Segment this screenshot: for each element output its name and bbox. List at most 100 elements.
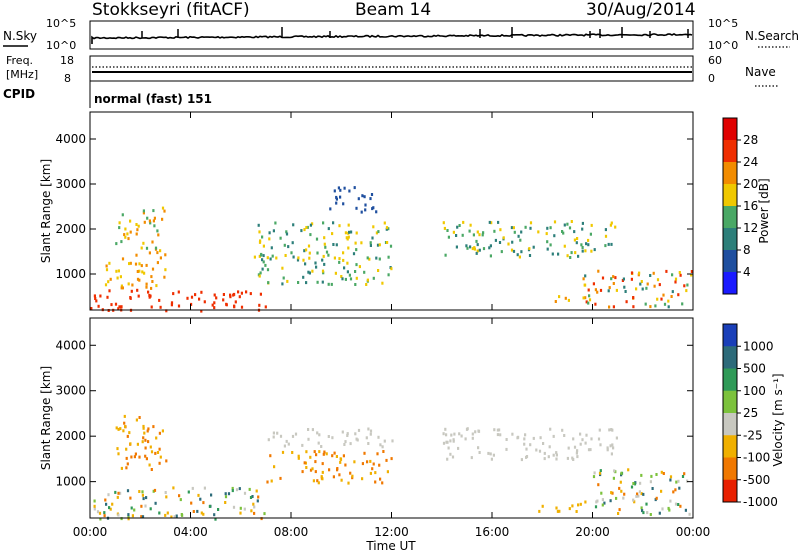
data-cell bbox=[610, 491, 613, 495]
data-cell bbox=[276, 431, 279, 435]
data-cell bbox=[322, 452, 325, 456]
data-cell bbox=[576, 449, 579, 453]
beam-title: Beam 14 bbox=[355, 0, 431, 20]
data-cell bbox=[520, 458, 523, 462]
data-cell bbox=[141, 515, 145, 519]
data-cell bbox=[303, 249, 306, 253]
data-cell bbox=[98, 511, 102, 515]
colorbar-tick-label: 16 bbox=[743, 199, 758, 213]
data-cell bbox=[308, 271, 311, 275]
data-cell bbox=[387, 273, 390, 277]
data-cell bbox=[645, 286, 648, 290]
data-cell bbox=[118, 305, 121, 309]
data-cell bbox=[200, 309, 203, 313]
data-cell bbox=[97, 304, 100, 308]
data-cell bbox=[498, 241, 502, 244]
data-cell bbox=[128, 431, 131, 435]
data-cell bbox=[590, 223, 593, 227]
data-cell bbox=[462, 220, 465, 224]
data-cell bbox=[306, 225, 309, 229]
data-cell bbox=[446, 229, 449, 232]
data-cell bbox=[597, 483, 600, 487]
data-cell bbox=[321, 477, 324, 481]
data-cell bbox=[341, 430, 344, 434]
data-cell bbox=[368, 257, 371, 261]
data-cell bbox=[133, 455, 136, 459]
data-cell bbox=[346, 270, 349, 274]
data-cell bbox=[365, 436, 368, 440]
date-title: 30/Aug/2014 bbox=[586, 0, 696, 20]
data-cell bbox=[122, 429, 125, 433]
data-cell bbox=[142, 209, 145, 213]
data-cell bbox=[345, 236, 348, 240]
data-cell bbox=[587, 448, 591, 452]
data-cell bbox=[366, 256, 369, 260]
data-cell bbox=[323, 242, 326, 246]
data-cell bbox=[129, 296, 132, 299]
data-cell bbox=[475, 251, 478, 255]
data-cell bbox=[334, 271, 337, 275]
data-cell bbox=[164, 268, 167, 272]
data-cell bbox=[258, 254, 261, 258]
colorbar-swatch bbox=[723, 228, 737, 251]
velocity-colorbar-label: Velocity [m s⁻¹] bbox=[771, 373, 785, 466]
freq-right-tick-bottom: 0 bbox=[708, 72, 715, 85]
data-cell bbox=[282, 276, 285, 280]
data-cell bbox=[134, 262, 138, 266]
data-cell bbox=[355, 231, 358, 235]
colorbar-swatch bbox=[723, 118, 737, 141]
velocity-scatter-cells bbox=[93, 414, 691, 521]
noise-panel: N.Sky 10^5 10^0 10^5 10^0 N.Search bbox=[3, 17, 799, 52]
data-cell bbox=[379, 443, 382, 447]
data-cell bbox=[126, 434, 129, 438]
data-cell bbox=[579, 502, 582, 506]
data-cell bbox=[608, 286, 611, 290]
data-cell bbox=[145, 246, 149, 250]
data-cell bbox=[150, 450, 154, 454]
data-cell bbox=[446, 457, 449, 461]
data-cell bbox=[563, 223, 566, 227]
data-cell bbox=[543, 457, 546, 461]
data-cell bbox=[159, 305, 162, 309]
data-cell bbox=[107, 493, 110, 497]
data-cell bbox=[211, 303, 214, 307]
data-cell bbox=[108, 289, 111, 293]
data-cell bbox=[658, 511, 661, 515]
data-cell bbox=[354, 241, 357, 245]
data-cell bbox=[347, 246, 350, 250]
data-cell bbox=[213, 293, 216, 297]
data-cell bbox=[572, 437, 575, 441]
data-cell bbox=[165, 495, 168, 499]
data-cell bbox=[240, 291, 243, 295]
data-cell bbox=[156, 229, 159, 233]
data-cell bbox=[111, 502, 114, 506]
data-cell bbox=[489, 254, 492, 258]
data-cell bbox=[208, 504, 211, 508]
data-cell bbox=[461, 233, 464, 237]
data-cell bbox=[124, 227, 127, 231]
data-cell bbox=[120, 284, 123, 288]
data-cell bbox=[478, 248, 481, 252]
data-cell bbox=[552, 434, 555, 438]
data-cell bbox=[150, 468, 153, 471]
data-cell bbox=[567, 446, 570, 450]
data-cell bbox=[175, 514, 178, 518]
noise-label: N.Sky bbox=[3, 29, 37, 43]
data-cell bbox=[355, 437, 358, 441]
data-cell bbox=[377, 230, 380, 234]
data-cell bbox=[290, 251, 293, 255]
data-cell bbox=[297, 454, 300, 458]
colorbar-swatch bbox=[723, 368, 737, 392]
data-cell bbox=[196, 509, 199, 513]
data-cell bbox=[126, 489, 130, 493]
colorbar-swatch bbox=[723, 479, 737, 503]
data-cell bbox=[163, 275, 166, 279]
data-cell bbox=[342, 251, 345, 255]
data-cell bbox=[232, 505, 236, 509]
data-cell bbox=[255, 489, 258, 493]
data-cell bbox=[563, 244, 566, 248]
data-cell bbox=[524, 225, 527, 229]
data-cell bbox=[549, 226, 552, 230]
data-cell bbox=[147, 290, 150, 294]
data-cell bbox=[610, 277, 613, 281]
